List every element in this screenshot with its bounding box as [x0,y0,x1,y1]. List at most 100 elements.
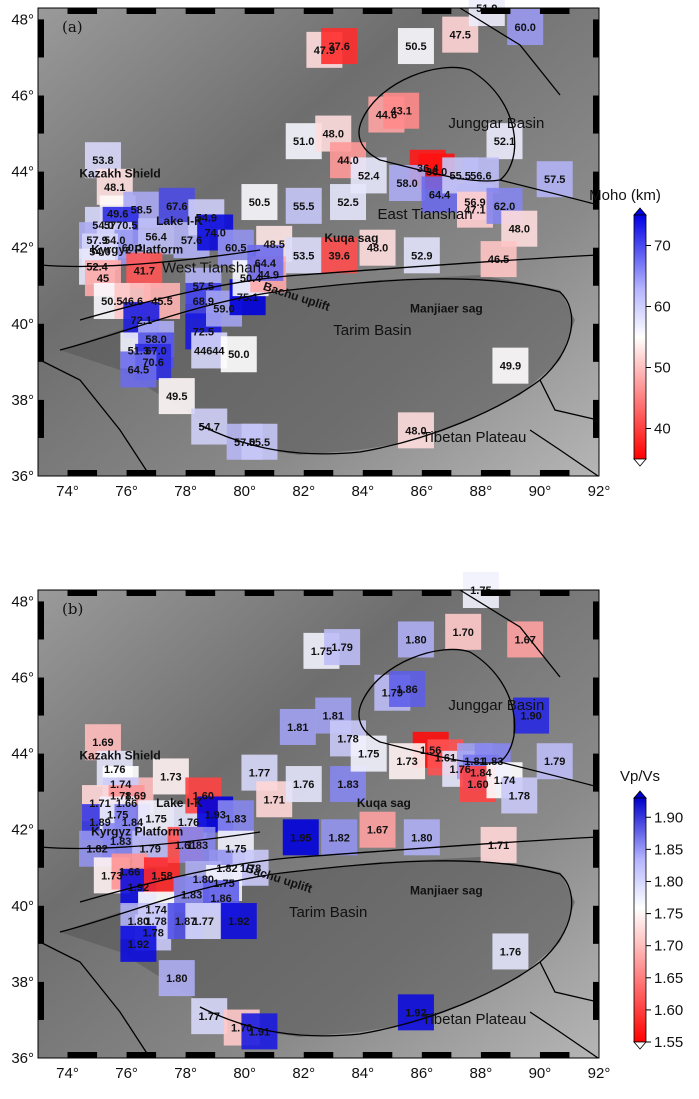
cell-value-label: 64.4 [429,189,451,201]
cell-value-label: 1.73 [101,870,122,882]
panel-b-colorbar-ticks: 1.90 1.85 1.80 1.75 1.70 1.65 1.60 1.55 [646,809,683,1051]
cell-value-label: 1.76 [500,946,521,958]
cell-value-label: 50.5 [101,296,122,308]
frame-tick-segment [244,8,275,14]
cell-value-label: 1.76 [450,764,471,776]
latitude-tick-label: 42° [11,822,34,839]
place-label: Tibetan Plateau [422,1011,527,1028]
latitude-tick-label: 38° [11,974,34,991]
frame-tick-segment [480,590,511,596]
cell-value-label: 56.9 [464,197,485,209]
cell-value-label: 1.77 [199,1011,220,1023]
cell-value-label: 54.7 [199,422,220,434]
latitude-tick-label: 48° [11,593,34,610]
grid-cell [486,123,523,160]
grid-cell [507,621,544,658]
grid-cell [220,903,257,940]
cell-value-label: 59.0 [213,304,234,316]
cell-value-label: 1.77 [249,768,270,780]
grid-cell [389,670,426,707]
grid-cell [217,800,254,837]
longitude-tick-label: 74° [56,1065,79,1082]
grid-cell [321,237,358,274]
frame-tick-segment [303,590,334,596]
longitude-tick-label: 86° [410,1065,433,1082]
cell-value-label: 36.4 [417,163,439,175]
frame-tick-segment [38,171,44,210]
cell-value-label: 1.86 [210,893,231,905]
panel-b-colorbar-min-arrow [633,1041,647,1050]
frame-tick-segment [126,1052,157,1058]
grid-cell [501,210,538,247]
longitude-tick-label: 92° [588,483,611,500]
grid-cell [389,165,426,202]
panel-a-frame-ticks [38,8,599,476]
place-label: Kazakh Shield [79,748,160,762]
panel-b-colorbar-max-arrow [633,790,647,799]
cell-value-label: 57.9 [86,235,107,247]
cell-value-label: 1.81 [287,722,308,734]
grid-cell [241,184,278,221]
grid-cell [138,218,175,255]
panel-b-latitude-ticks: 48° 46° 44° 42° 40° 38° 36° [11,593,34,1067]
cell-value-label: 1.74 [494,775,516,787]
cell-value-label: 1.79 [139,844,160,856]
frame-tick-segment [539,8,570,14]
cell-value-label: 1.78 [240,863,261,875]
grid-cell [383,92,420,129]
frame-tick-segment [480,470,511,476]
cell-value-label: 1.70 [452,627,473,639]
cell-value-label: 1.76 [293,779,314,791]
frame-tick-segment [480,1052,511,1058]
cell-value-label: 55.5 [293,201,314,213]
frame-tick-segment [185,590,216,596]
colorbar-tick-label: 70 [654,238,671,255]
cell-value-label: 41.7 [134,266,155,278]
cell-value-label: 1.92 [228,916,249,928]
panel-a-cells: 53.848.149.6 58.554.05770.557.954.060.154… [79,0,573,460]
cell-value-label: 46.5 [488,254,509,266]
grid-cell [220,336,257,373]
frame-tick-segment [593,399,599,438]
longitude-tick-label: 92° [588,1065,611,1082]
frame-tick-segment [593,19,599,58]
frame-tick-segment [38,323,44,362]
grid-cell [445,613,482,650]
frame-tick-segment [362,590,393,596]
grid-cell [158,960,195,997]
frame-tick-segment [362,470,393,476]
panel-b: 1.691.761.741.691.781.71 1.661.891.751.84… [11,572,683,1082]
latitude-tick-label: 46° [11,88,34,105]
colorbar-tick-label: 50 [654,360,671,377]
cell-value-label: 1.78 [509,790,530,802]
colorbar-tick-label: 1.60 [654,1002,683,1019]
cell-value-label: 48.0 [405,425,426,437]
cell-value-label: 1.67 [514,634,535,646]
panel-a-letter: (a) [62,18,83,36]
longitude-tick-label: 78° [174,1065,197,1082]
frame-tick-segment [480,8,511,14]
cell-value-label: 1.78 [142,927,163,939]
longitude-tick-label: 76° [115,483,138,500]
cell-value-label: 67.0 [145,345,166,357]
panel-b-longitude-ticks: 74° 76° 78° 80° 82° 84° 86° 88° 90° 92° [56,1065,610,1082]
cell-value-label: 48.1 [104,182,125,194]
cell-value-label: 1.75 [145,813,166,825]
grid-cell [513,697,550,734]
cell-value-label: 57.6 [181,235,202,247]
grid-cell [359,229,396,266]
colorbar-tick-label: 1.75 [654,906,683,923]
latitude-tick-label: 48° [11,11,34,28]
grid-cell [120,925,157,962]
cell-value-label: 52.9 [411,250,432,262]
grid-cell [397,28,434,65]
cell-value-label: 1.67 [367,825,388,837]
cell-value-label: 1.69 [125,790,146,802]
cell-value-label: 60.1 [122,243,143,255]
cell-value-label: 51.3 [128,345,149,357]
cell-value-label: 1.69 [92,737,113,749]
latitude-tick-label: 46° [11,670,34,687]
grid-cell [397,621,434,658]
grid-cell [158,378,195,415]
cell-value-label: 1.71 [89,798,110,810]
